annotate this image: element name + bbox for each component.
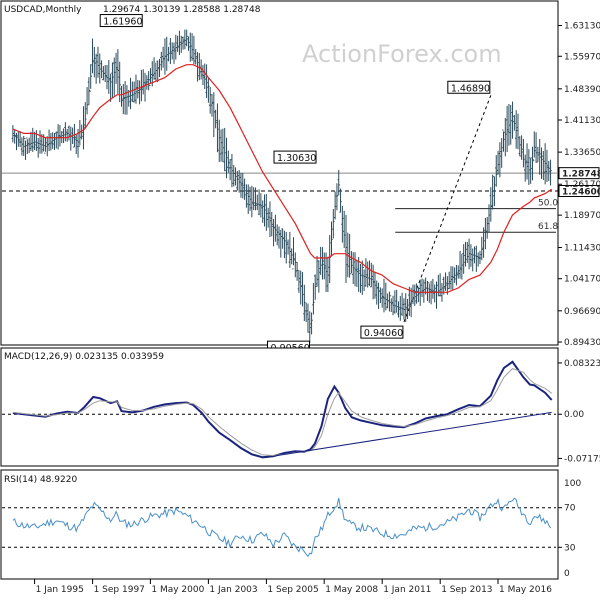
price-y-tick-label: 0.96690 bbox=[564, 307, 600, 317]
moving-average bbox=[12, 64, 553, 293]
x-tick-label: 1 May 2000 bbox=[151, 585, 204, 595]
rsi-y-tick-label: 100 bbox=[564, 479, 581, 489]
price-y-tick-label: 1.41130 bbox=[564, 116, 600, 126]
price-header-symbol: USDCAD,Monthly bbox=[4, 5, 82, 15]
price-y-axis: 1.63130 1.55970 1.48390 1.41130 1.33650 1.261… bbox=[558, 22, 600, 348]
rsi-y-tick-label: 70 bbox=[564, 504, 576, 514]
macd-line bbox=[12, 360, 553, 459]
macd-trend-line bbox=[273, 411, 552, 457]
rsi-line bbox=[12, 497, 552, 558]
swing-label-box bbox=[273, 150, 317, 164]
x-tick-label: 1 May 2008 bbox=[325, 585, 378, 595]
macd-y-axis: 0.083235 0.00 -0.071752 bbox=[558, 359, 600, 464]
price-y-tick-label: 1.11430 bbox=[564, 244, 600, 254]
macd-y-tick-label: -0.071752 bbox=[564, 454, 600, 464]
price-level-box bbox=[558, 184, 600, 197]
price-y-tick-label: 1.18970 bbox=[564, 211, 600, 221]
rsi-panel-frame bbox=[0, 469, 559, 580]
fib-label: 50.0 bbox=[538, 199, 558, 209]
swing-label: 1.46890 bbox=[451, 83, 490, 94]
x-tick-label: 1 Sep 1997 bbox=[94, 585, 145, 595]
price-y-tick-label: 1.33650 bbox=[564, 148, 600, 158]
price-level-box bbox=[558, 167, 600, 180]
price-trend-line bbox=[403, 95, 492, 323]
macd-y-tick-label: 0.083235 bbox=[564, 359, 600, 369]
price-ohlc-bars bbox=[11, 29, 552, 344]
fibonacci-levels: 50.0 61.8 bbox=[395, 199, 558, 233]
rsi-panel: RSI(14) 48.9220 100 70 30 0 bbox=[0, 469, 581, 580]
x-tick-label: 1 Jan 2011 bbox=[383, 585, 431, 595]
price-panel: USDCAD,Monthly 1.29674 1.30139 1.28588 1… bbox=[0, 0, 600, 354]
swing-label-box bbox=[447, 80, 491, 94]
x-tick-label: 1 Sep 2013 bbox=[441, 585, 492, 595]
swing-label: 1.61960 bbox=[103, 17, 142, 28]
price-y-tick-label: 1.55970 bbox=[564, 52, 600, 62]
rsi-y-tick-label: 30 bbox=[564, 543, 576, 553]
x-axis: 1 Jan 1995 1 Sep 1997 1 May 2000 1 Jan 2003… bbox=[34, 579, 552, 595]
watermark: ActionForex.com bbox=[302, 40, 502, 68]
price-header-ohlc: 1.29674 1.30139 1.28588 1.28748 bbox=[103, 5, 261, 15]
x-tick-label: 1 Jan 2003 bbox=[209, 585, 257, 595]
macd-panel: MACD(12,26,9) 0.023135 0.033959 0.083235… bbox=[0, 347, 600, 467]
macd-y-tick-label: 0.00 bbox=[564, 410, 584, 420]
price-trend-line-segment bbox=[403, 95, 492, 323]
swing-label: 1.30630 bbox=[277, 153, 316, 164]
swing-label-box bbox=[99, 14, 143, 28]
price-y-tick-label: 1.63130 bbox=[564, 22, 600, 32]
macd-lines bbox=[2, 360, 556, 459]
rsi-y-axis: 100 70 30 0 bbox=[558, 479, 581, 579]
price-horizontal-levels: 1.28748 1.24600 bbox=[2, 167, 600, 197]
x-tick-label: 1 May 2016 bbox=[499, 585, 552, 595]
rsi-lines bbox=[2, 497, 556, 558]
x-tick-label: 1 Jan 1995 bbox=[36, 585, 84, 595]
price-y-tick-label: 0.89430 bbox=[564, 338, 600, 348]
macd-title: MACD(12,26,9) 0.023135 0.033959 bbox=[4, 352, 164, 362]
x-tick-label: 1 Sep 2005 bbox=[267, 585, 318, 595]
price-level-label: 1.24600 bbox=[562, 187, 600, 197]
price-y-tick-label: 1.04170 bbox=[564, 275, 600, 285]
rsi-y-tick-label: 0 bbox=[564, 569, 570, 579]
price-level-label: 1.28748 bbox=[562, 170, 600, 180]
price-y-tick-label: 1.26170 bbox=[564, 180, 600, 190]
swing-label-box bbox=[360, 325, 404, 339]
price-y-tick-label: 1.48390 bbox=[564, 85, 600, 95]
swing-label: 0.94060 bbox=[364, 328, 403, 339]
rsi-title: RSI(14) 48.9220 bbox=[4, 475, 77, 485]
fib-label: 61.8 bbox=[538, 222, 558, 232]
moving-average-line bbox=[12, 64, 553, 293]
